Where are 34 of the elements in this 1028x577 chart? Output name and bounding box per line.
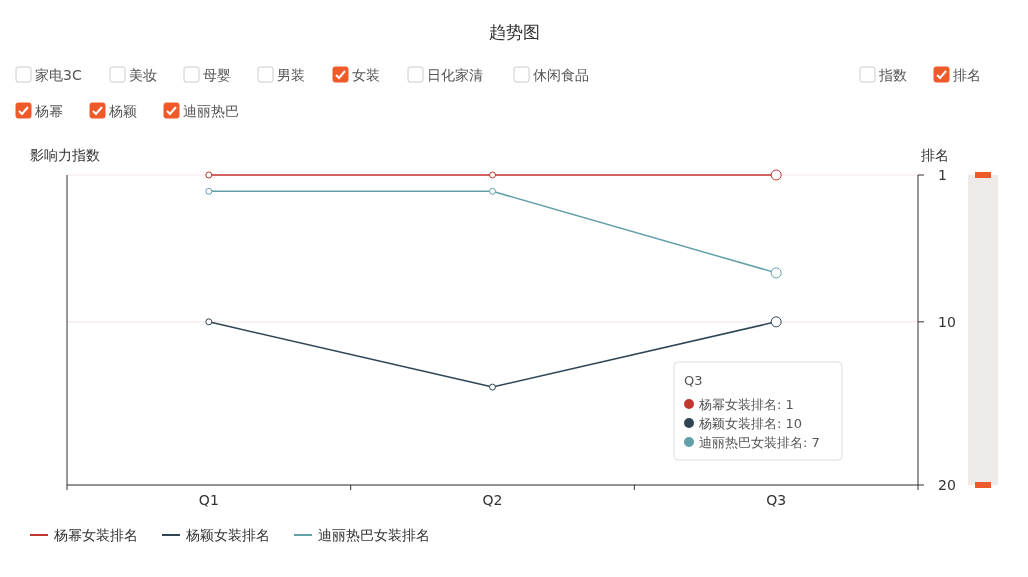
y2-tick-label: 1: [938, 167, 947, 183]
legend-label: 杨幂女装排名: [53, 527, 138, 543]
point: [489, 187, 496, 195]
y2-tick-label: 10: [938, 313, 956, 330]
x-tick-label: Q1: [198, 492, 219, 508]
y2-tick-label: 20: [938, 477, 956, 493]
text: 家电3C: [35, 67, 82, 83]
text: 男装: [277, 67, 305, 83]
annotation: Q3: [684, 373, 703, 388]
legend-label: 迪丽热巴女装排名: [318, 527, 430, 543]
x-tick-label: Q3: [766, 492, 787, 508]
text: 迪丽热巴: [183, 103, 239, 119]
text: 指数: [878, 67, 907, 83]
text: 女装: [352, 67, 380, 83]
text: 排名: [953, 67, 981, 83]
text: 日化家清: [427, 67, 483, 83]
x-tick-label: Q2: [482, 492, 503, 508]
annotation: 杨颖女装排名: 10: [698, 416, 803, 431]
text: 杨颖: [108, 103, 137, 119]
point: [205, 171, 213, 179]
text: 母婴: [203, 67, 231, 83]
y2-axis-title: 排名: [921, 147, 949, 163]
text: 美妆: [129, 67, 157, 83]
text: 杨幂: [34, 103, 63, 119]
point: [205, 318, 213, 326]
point: [489, 171, 496, 179]
legend-label: 杨颖女装排名: [185, 527, 270, 543]
chart-title: 趋势图: [488, 22, 540, 42]
text: 休闲食品: [533, 67, 589, 83]
point: [489, 383, 496, 391]
y-axis-title: 影响力指数: [30, 147, 100, 163]
point: [205, 187, 213, 195]
annotation: 杨幂女装排名: 1: [698, 397, 794, 412]
annotation: 迪丽热巴女装排名: 7: [699, 435, 820, 450]
